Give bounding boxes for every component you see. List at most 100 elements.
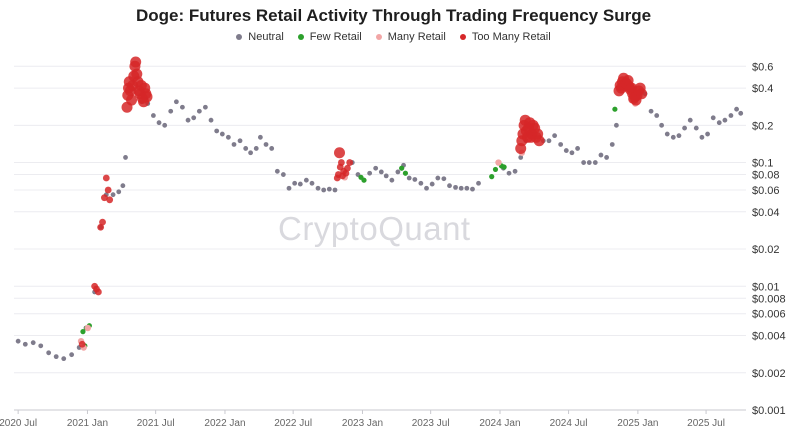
legend-item[interactable]: Too Many Retail <box>459 31 551 43</box>
data-point <box>80 329 86 335</box>
data-point <box>326 186 332 192</box>
data-point <box>575 146 580 151</box>
data-point <box>598 152 604 158</box>
x-tick-label: 2024 Jul <box>550 418 588 429</box>
data-point <box>383 173 389 179</box>
data-point <box>123 155 128 160</box>
x-tick-label: 2022 Jan <box>204 418 245 429</box>
legend-marker <box>375 34 382 40</box>
data-point <box>512 168 518 174</box>
data-point <box>53 354 59 360</box>
data-point <box>710 115 716 121</box>
data-point <box>237 138 243 144</box>
x-tick-label: 2021 Jan <box>67 418 108 429</box>
data-point <box>728 113 734 118</box>
data-point <box>552 133 558 139</box>
data-point <box>253 146 259 151</box>
data-point <box>378 169 384 175</box>
data-point <box>506 170 512 176</box>
data-point <box>263 142 269 147</box>
data-point <box>168 108 174 114</box>
data-point <box>612 106 618 112</box>
data-point <box>269 146 275 151</box>
data-point <box>734 106 739 112</box>
data-point <box>453 184 458 190</box>
series-too-many-retail <box>78 56 648 348</box>
data-point <box>458 185 464 191</box>
x-tick-label: 2020 Jul <box>0 418 37 429</box>
y-tick-label: $0.6 <box>752 61 773 73</box>
data-point <box>38 343 44 349</box>
x-tick-label: 2025 Jan <box>617 418 658 429</box>
data-point <box>604 155 610 160</box>
data-point <box>110 192 116 198</box>
data-point <box>344 164 351 172</box>
data-point <box>636 88 648 100</box>
data-point <box>389 177 395 183</box>
data-point <box>243 146 249 151</box>
data-point <box>367 170 373 176</box>
data-point <box>274 168 280 174</box>
data-point <box>94 288 102 296</box>
data-point <box>429 181 435 187</box>
data-point <box>297 181 303 187</box>
data-point <box>592 160 598 165</box>
legend-marker <box>459 34 466 40</box>
data-point <box>659 122 665 128</box>
chart-title: Doge: Futures Retail Activity Through Tr… <box>135 6 652 25</box>
data-point <box>78 340 86 348</box>
data-point <box>533 135 545 147</box>
data-point <box>546 138 552 144</box>
data-point <box>337 159 345 166</box>
y-tick-label: $0.06 <box>752 185 780 197</box>
data-point <box>558 142 564 147</box>
data-point <box>130 56 142 68</box>
data-point <box>208 117 214 123</box>
data-point <box>141 91 153 103</box>
data-point <box>495 159 502 166</box>
data-point <box>225 134 231 140</box>
data-point <box>489 174 495 180</box>
legend-item[interactable]: Few Retail <box>297 31 362 43</box>
data-point <box>202 104 208 110</box>
legend-marker <box>236 34 243 40</box>
data-point <box>257 134 263 140</box>
data-point <box>180 104 185 110</box>
y-tick-label: $0.001 <box>752 405 786 417</box>
data-point <box>69 352 75 358</box>
data-point <box>286 185 292 191</box>
legend-label: Many Retail <box>387 31 446 43</box>
data-point <box>280 172 286 177</box>
x-tick-label: 2024 Jan <box>479 418 520 429</box>
data-point <box>30 340 36 346</box>
y-tick-label: $0.002 <box>752 368 786 380</box>
data-point <box>15 338 21 344</box>
legend-label: Few Retail <box>309 31 362 43</box>
chart-legend: Neutral Few Retail Many Retail Too Many Ret… <box>0 31 787 43</box>
data-point <box>563 148 569 153</box>
data-point <box>648 108 654 114</box>
data-point <box>97 223 105 231</box>
data-point <box>162 122 168 128</box>
legend-item[interactable]: Many Retail <box>375 31 446 43</box>
data-point <box>654 113 660 118</box>
data-point <box>22 341 28 347</box>
legend-item[interactable]: Neutral <box>236 31 284 43</box>
data-point <box>435 175 441 181</box>
data-point <box>185 117 191 123</box>
data-point <box>418 180 424 186</box>
legend-marker <box>297 34 304 40</box>
data-point <box>84 324 92 332</box>
data-point <box>395 169 401 175</box>
data-point <box>614 122 619 128</box>
legend-label: Neutral <box>248 31 284 43</box>
data-point <box>501 164 507 170</box>
x-tick-label: 2023 Jul <box>412 418 450 429</box>
data-point <box>664 131 670 137</box>
data-point <box>303 177 309 183</box>
data-point <box>402 170 409 176</box>
data-point <box>321 187 327 193</box>
data-point <box>470 186 475 192</box>
data-point <box>231 142 237 147</box>
